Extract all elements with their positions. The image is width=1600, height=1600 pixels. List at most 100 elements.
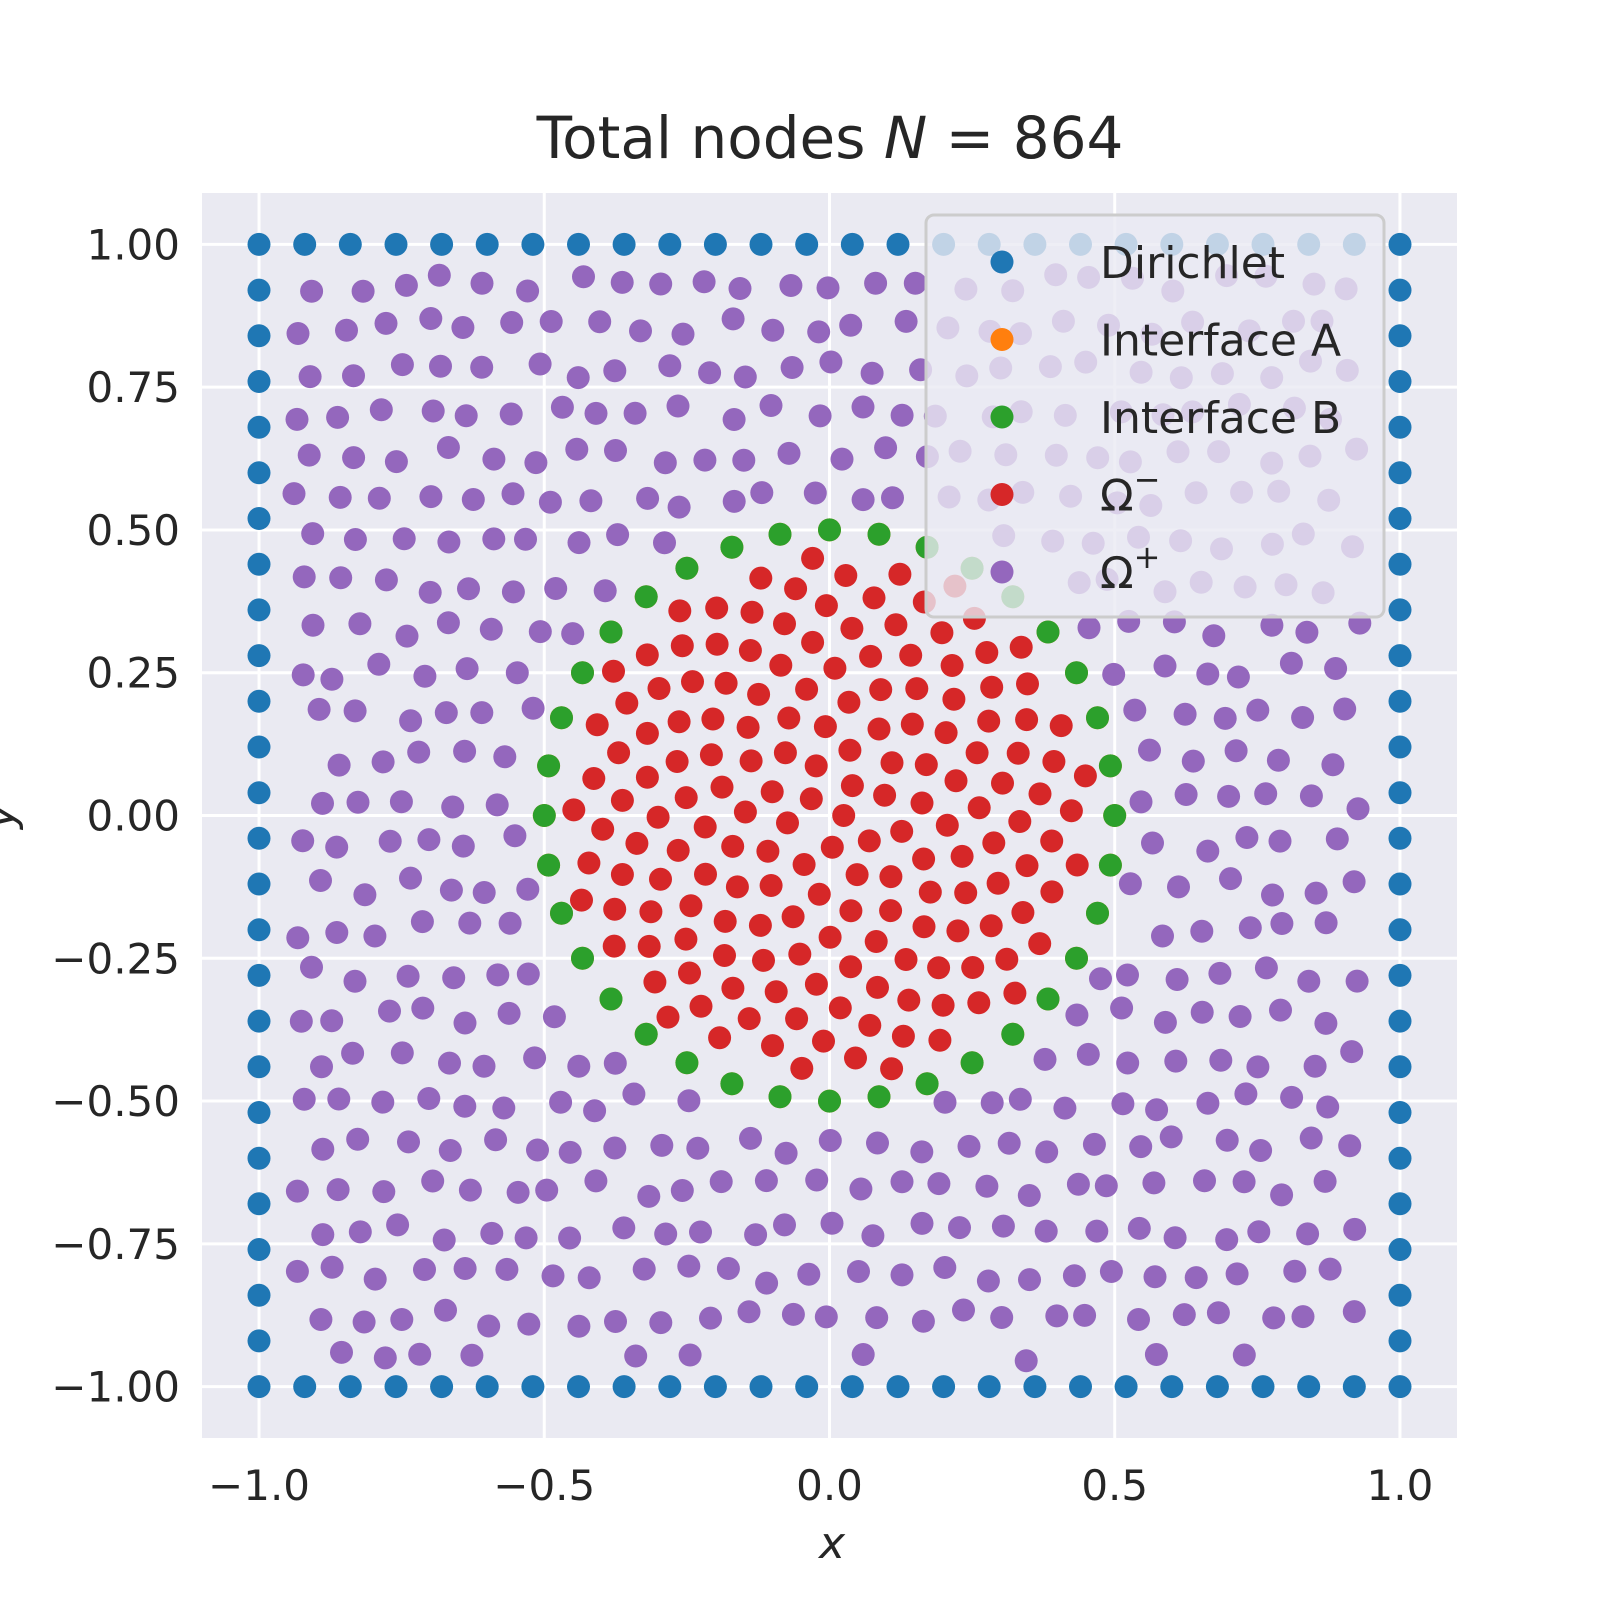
- data-point--plus: [539, 310, 563, 333]
- legend-marker: [990, 405, 1014, 429]
- data-point--minus: [884, 613, 908, 637]
- data-point-interface-b: [675, 556, 699, 580]
- data-point--plus: [632, 1257, 656, 1281]
- data-point--plus: [584, 401, 608, 425]
- data-point--plus: [419, 307, 443, 330]
- data-point--plus: [371, 1090, 395, 1114]
- data-point--minus: [823, 656, 847, 680]
- data-point--plus: [658, 354, 682, 378]
- data-point--plus: [957, 1134, 981, 1158]
- data-point--plus: [890, 403, 914, 427]
- data-point-dirichlet: [1388, 552, 1412, 576]
- data-point-dirichlet: [658, 1375, 682, 1399]
- data-point-dirichlet: [1388, 1375, 1412, 1399]
- data-point--minus: [1040, 880, 1064, 904]
- data-point--plus: [542, 1005, 566, 1029]
- data-point--plus: [373, 1346, 397, 1370]
- data-point--plus: [492, 1096, 516, 1120]
- chart-title-variable: N: [884, 104, 927, 172]
- data-point--minus: [837, 690, 861, 714]
- data-point--plus: [864, 271, 888, 295]
- data-point--plus: [309, 869, 332, 892]
- data-point--minus: [950, 844, 974, 868]
- data-point--minus: [804, 972, 828, 996]
- data-point--plus: [421, 399, 445, 423]
- data-point--plus: [773, 1213, 796, 1237]
- data-point--plus: [516, 279, 540, 303]
- data-point--plus: [1073, 1303, 1097, 1327]
- y-axis-label: y: [0, 802, 25, 831]
- data-point--minus: [790, 1056, 814, 1080]
- data-point-dirichlet: [247, 1238, 271, 1261]
- data-point--minus: [739, 749, 763, 773]
- data-point--plus: [584, 1169, 608, 1193]
- data-point--plus: [781, 1302, 805, 1326]
- data-point--plus: [413, 1258, 436, 1281]
- data-point--plus: [1145, 1098, 1169, 1122]
- data-point--plus: [1142, 1171, 1166, 1195]
- x-axis-label: x: [817, 1518, 846, 1569]
- data-point--minus: [603, 897, 627, 921]
- data-point--plus: [458, 911, 482, 935]
- data-point--minus: [804, 754, 828, 778]
- data-point--plus: [1202, 624, 1226, 648]
- data-point--plus: [367, 652, 391, 676]
- data-point--plus: [499, 402, 523, 426]
- data-point--plus: [1304, 881, 1328, 905]
- data-point--plus: [328, 485, 352, 509]
- data-point--plus: [1270, 1183, 1294, 1207]
- data-point--plus: [526, 1138, 549, 1162]
- data-point--plus: [286, 322, 310, 345]
- data-point--plus: [486, 963, 510, 987]
- data-point--plus: [1215, 1128, 1239, 1152]
- data-point--plus: [348, 612, 372, 636]
- data-point--minus: [873, 783, 897, 807]
- data-point--plus: [991, 1214, 1015, 1238]
- data-point-dirichlet: [247, 689, 271, 713]
- data-point--minus: [838, 738, 862, 762]
- data-point--minus: [615, 691, 639, 715]
- data-point--minus: [991, 771, 1014, 795]
- data-point--plus: [975, 1174, 999, 1198]
- data-point-dirichlet: [247, 735, 271, 759]
- data-point--minus: [862, 586, 886, 610]
- data-point--minus: [740, 600, 764, 624]
- data-point-dirichlet: [247, 507, 271, 530]
- data-point--minus: [639, 900, 663, 924]
- data-point--plus: [1295, 620, 1319, 644]
- data-point--minus: [801, 630, 825, 654]
- data-point--plus: [286, 926, 310, 950]
- data-point--plus: [990, 1306, 1014, 1329]
- data-point--plus: [624, 1344, 648, 1368]
- data-point-dirichlet: [1251, 1375, 1275, 1399]
- data-point--plus: [477, 1314, 501, 1338]
- data-point--plus: [1246, 1055, 1270, 1079]
- data-point--minus: [1028, 932, 1052, 956]
- data-point--plus: [505, 661, 529, 685]
- data-point--minus: [834, 564, 858, 587]
- data-point--plus: [421, 1169, 445, 1193]
- data-point--minus: [839, 955, 863, 979]
- data-point--minus: [944, 769, 968, 793]
- data-point--plus: [1077, 616, 1101, 640]
- data-point--plus: [610, 270, 634, 294]
- data-point--minus: [776, 811, 799, 835]
- data-point--plus: [1138, 738, 1161, 762]
- data-point-dirichlet: [886, 1375, 910, 1399]
- data-point--plus: [699, 1306, 722, 1330]
- data-point-dirichlet: [247, 461, 271, 485]
- data-point-dirichlet: [1388, 1238, 1412, 1261]
- data-point--plus: [346, 1127, 370, 1151]
- data-point-dirichlet: [795, 232, 819, 256]
- data-point--plus: [282, 482, 306, 506]
- data-point--plus: [1313, 1169, 1337, 1193]
- data-point--plus: [816, 276, 840, 300]
- data-point--minus: [820, 835, 844, 859]
- data-point--plus: [311, 1223, 335, 1247]
- data-point-dirichlet: [703, 1375, 727, 1399]
- data-point-interface-b: [720, 1072, 744, 1096]
- data-point--minus: [610, 788, 634, 812]
- data-point--minus: [832, 804, 856, 827]
- data-point--plus: [1213, 706, 1237, 730]
- data-point--plus: [389, 790, 413, 814]
